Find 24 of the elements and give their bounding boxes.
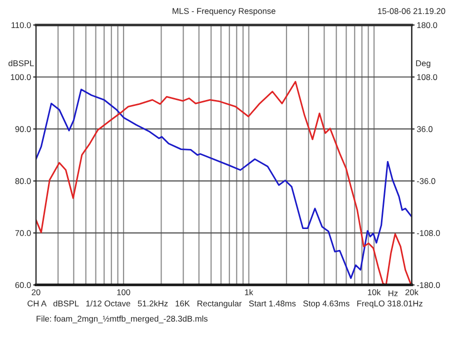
x-tick-label: 10k [368,289,381,296]
y2-tick-label: 180.0 [417,22,438,28]
chart-title: MLS - Frequency Response [172,8,276,16]
x-tick-label: 20k [405,289,418,296]
y-tick-label: 80.0 [15,178,31,184]
y-tick-label: 90.0 [15,126,31,132]
y-axis-title: dBSPL [8,60,34,66]
text: CH A dBSPL 1/12 Octave 51.2kHz 16K Rectangular Start 1.48ms Stop 4.63ms FreqLO 318.01Hz [28,300,422,308]
x-tick-label: 20 [32,289,40,296]
y2-tick-label: -180.0 [416,282,440,288]
x-axis-title: Hz [388,290,398,296]
y2-tick-label: -36.0 [416,178,436,184]
y2-tick-label: -108.0 [416,230,440,236]
y2-axis-title: Deg [416,60,430,68]
x-tick-label: 1k [245,289,254,296]
x-tick-label: 100 [117,289,130,296]
y2-tick-label: 36.0 [416,126,433,132]
y-tick-label: 110.0 [12,22,31,28]
text: 15-08-06 21.19.20 [378,8,446,14]
y-tick-label: 100.0 [10,74,31,80]
y-tick-label: 70.0 [15,230,31,236]
y-tick-label: 60.0 [15,282,31,288]
y2-tick-label: 108.0 [417,74,438,80]
text: File: foam_2mgn_½mtfb_merged_-28.3dB.mls [36,316,208,324]
